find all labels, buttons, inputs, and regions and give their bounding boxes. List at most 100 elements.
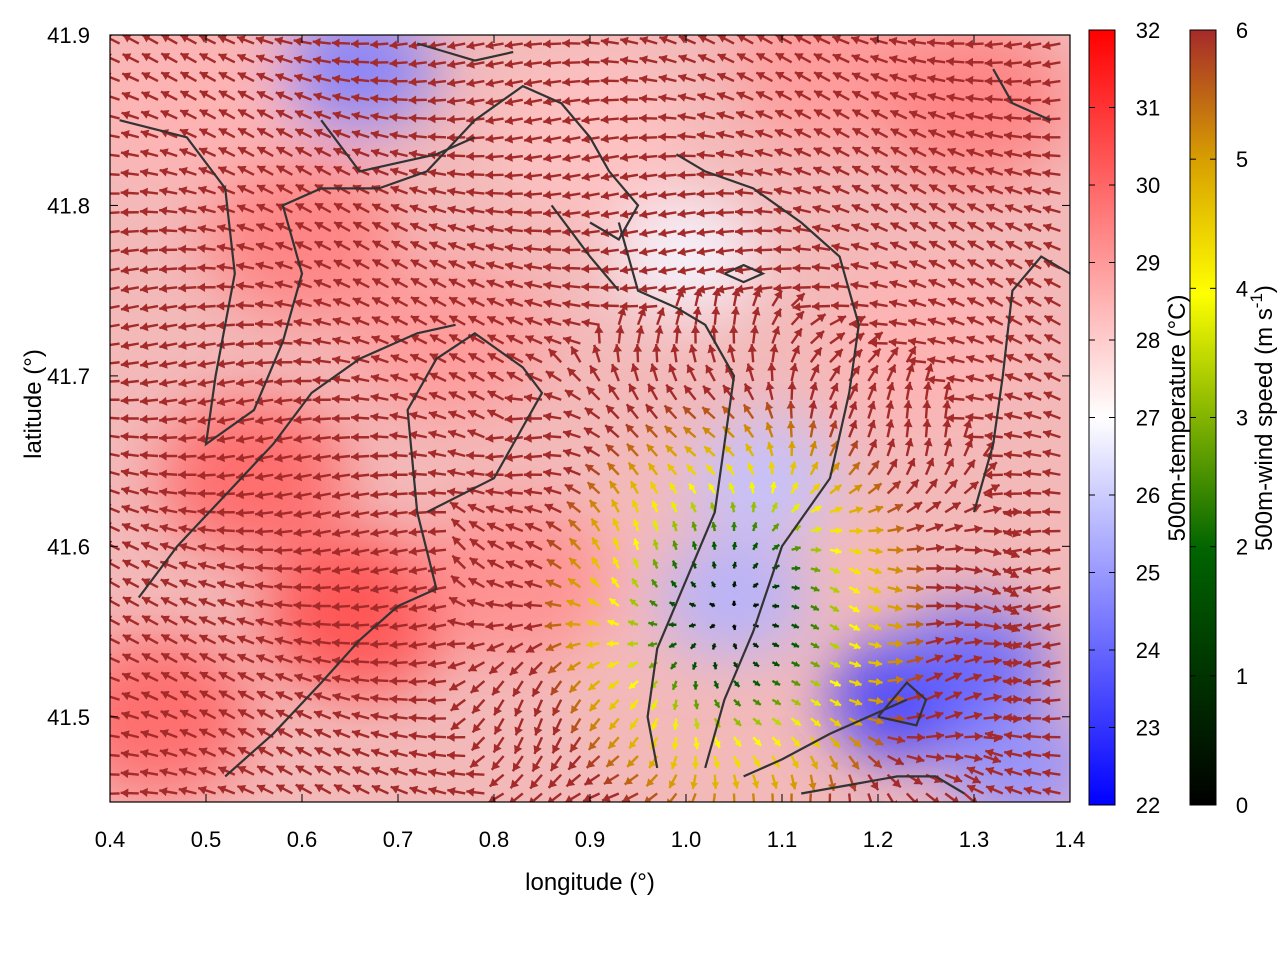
- wind-vector-360: [256, 184, 274, 195]
- wind-vector-68: [120, 284, 140, 294]
- wind-vector-925: [525, 353, 543, 364]
- wind-vector-139: [158, 487, 178, 497]
- wind-vector-634: [389, 431, 408, 441]
- wind-vector-2029: [1042, 410, 1061, 420]
- wind-vector-1794: [928, 202, 946, 214]
- wind-vector-1259: [677, 247, 696, 257]
- wind-vector-1577: [848, 419, 858, 438]
- wind-vector-1318: [733, 680, 741, 688]
- wind-vector-934: [523, 189, 543, 199]
- wind-vector-1520: [829, 736, 841, 749]
- wind-vector-1006: [566, 367, 582, 382]
- wind-vector-419: [293, 618, 312, 628]
- wind-vector-599: [371, 316, 389, 326]
- wind-vector-1681: [905, 792, 919, 802]
- wind-vector-576: [370, 748, 389, 758]
- wind-vector-2021: [1042, 565, 1061, 575]
- wind-vector-451: [314, 783, 332, 795]
- wind-vector-1453: [787, 441, 796, 457]
- wind-vector-455: [313, 710, 332, 720]
- wind-vector-842: [487, 371, 505, 383]
- wind-vector-912: [523, 600, 543, 610]
- wind-vector-453: [314, 746, 332, 758]
- wind-vector-686: [409, 222, 428, 233]
- wind-vector-1420: [771, 289, 783, 307]
- wind-vector-1228: [658, 54, 677, 64]
- wind-vector-406: [275, 91, 293, 101]
- wind-vector-1322: [731, 600, 737, 607]
- wind-vector-1167: [644, 424, 659, 439]
- wind-vector-1690: [906, 620, 924, 629]
- wind-vector-1552: [813, 127, 831, 139]
- wind-vector-268: [216, 378, 236, 388]
- wind-vector-520: [333, 259, 351, 270]
- wind-vector-1956: [1005, 240, 1023, 251]
- wind-vector-521: [333, 240, 351, 251]
- wind-vector-1236: [692, 680, 699, 690]
- wind-vector-755: [447, 468, 466, 478]
- wind-vector-401: [275, 183, 293, 195]
- wind-vector-1047: [589, 364, 601, 382]
- wind-vector-1457: [789, 362, 799, 382]
- wind-vector-1013: [562, 245, 581, 255]
- wind-vector-1634: [851, 127, 869, 139]
- wind-vector-118: [140, 110, 159, 120]
- wind-vector-1152: [651, 717, 659, 731]
- wind-vector-1113: [628, 680, 639, 690]
- wind-vector-344: [255, 490, 274, 500]
- wind-vector-1190: [668, 774, 678, 789]
- wind-vector-695: [408, 59, 427, 69]
- wind-vector-159: [160, 109, 178, 120]
- wind-vector-28: [110, 267, 120, 272]
- wind-vector-490: [312, 55, 332, 65]
- wind-vector-1310: [697, 53, 716, 64]
- wind-vector-950: [547, 661, 562, 675]
- wind-vector-687: [409, 204, 428, 214]
- wind-vector-1126: [625, 423, 639, 439]
- wind-vector-1908: [985, 373, 1004, 383]
- wind-vector-1651: [887, 585, 903, 594]
- wind-vector-188: [178, 340, 197, 350]
- wind-vector-1174: [638, 302, 658, 312]
- wind-vector-975: [542, 190, 562, 200]
- wind-vector-917: [524, 504, 543, 514]
- wind-vector-478: [313, 279, 332, 289]
- wind-vector-1879: [966, 148, 984, 158]
- wind-vector-1123: [629, 480, 640, 495]
- wind-vector-1234: [693, 718, 700, 730]
- wind-vector-845: [486, 315, 505, 326]
- wind-vector-1513: [794, 89, 812, 101]
- wind-vector-247: [217, 766, 236, 776]
- wind-vector-1789: [927, 297, 946, 308]
- wind-vector-827: [488, 661, 505, 675]
- wind-vector-1317: [733, 698, 742, 707]
- wind-vector-1942: [1003, 508, 1023, 518]
- wind-vector-1173: [656, 307, 666, 326]
- wind-vector-600: [371, 296, 389, 308]
- wind-vector-340: [254, 563, 274, 573]
- wind-vector-1429: [754, 129, 773, 139]
- wind-vector-1998: [1023, 222, 1042, 233]
- wind-vector-729: [428, 186, 447, 196]
- wind-vector-867: [512, 680, 524, 697]
- wind-vector-104: [139, 378, 159, 388]
- wind-vector-316: [236, 242, 255, 252]
- wind-vector-587: [370, 547, 389, 557]
- wind-vector-1100: [600, 153, 619, 163]
- wind-vector-1568: [848, 604, 861, 613]
- wind-vector-680: [410, 334, 428, 345]
- wind-vector-623: [389, 640, 408, 650]
- wind-vector-1919: [985, 166, 1004, 176]
- wind-vector-1267: [677, 92, 696, 102]
- wind-vector-466: [312, 509, 332, 519]
- wind-vector-390: [274, 396, 293, 406]
- wind-vector-1692: [906, 583, 924, 593]
- wind-vector-1068: [605, 755, 620, 768]
- wind-vector-1749: [908, 279, 927, 289]
- wind-vector-1004: [563, 410, 581, 420]
- wind-vector-512: [331, 413, 351, 424]
- wind-vector-351: [254, 358, 274, 368]
- wind-vector-1222: [658, 171, 677, 181]
- wind-vector-1342: [715, 227, 735, 237]
- y-tick-label-41.7: 41.7: [47, 364, 90, 389]
